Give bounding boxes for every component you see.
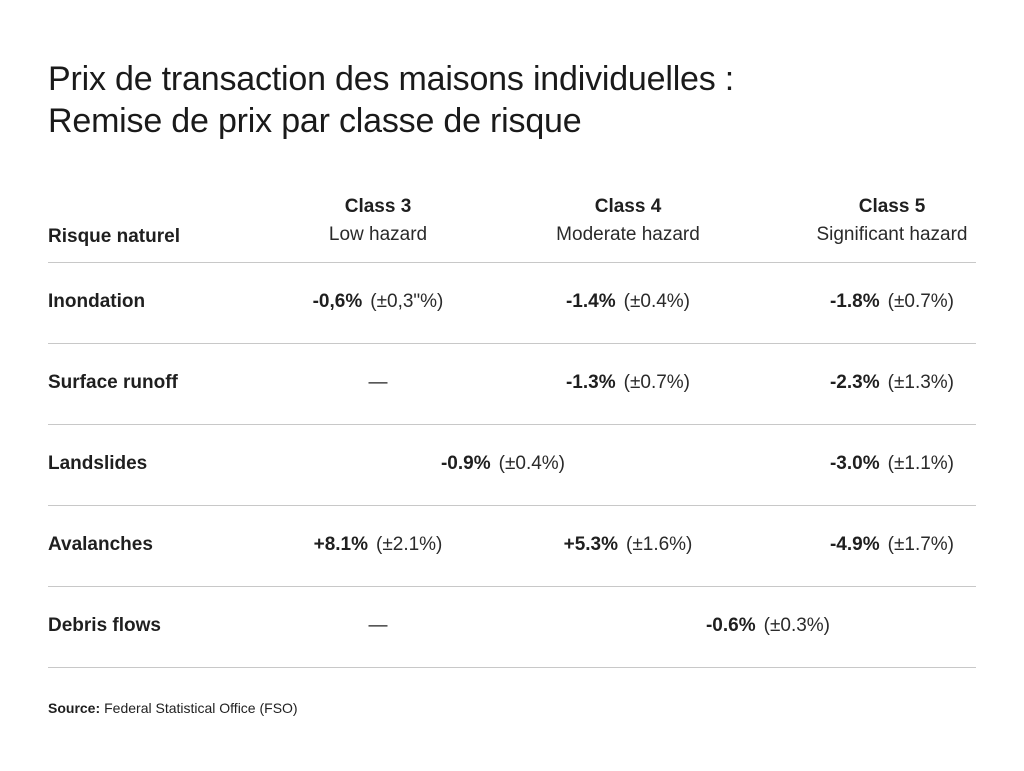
cell-debris-flows-class-3: — xyxy=(248,615,508,637)
cell-inondation-class-4: -1.4% (±0.4%) xyxy=(498,291,758,313)
table-row: Inondation -0,6% (±0,3"%) -1.4% (±0.4%) -1… xyxy=(48,263,976,344)
row-label-surface-runoff: Surface runoff xyxy=(48,372,178,393)
cell-value: +8.1% xyxy=(313,534,368,555)
cell-landslides-class-5: -3.0% (±1.1%) xyxy=(762,453,1022,475)
cell-value: -0,6% xyxy=(312,291,363,312)
cell-error: (±1.1%) xyxy=(887,453,955,474)
cell-value: +5.3% xyxy=(563,534,618,555)
cell-error: (±0.4%) xyxy=(623,291,691,312)
cell-inondation-class-5: -1.8% (±0.7%) xyxy=(762,291,1022,313)
cell-avalanches-class-4: +5.3% (±1.6%) xyxy=(498,534,758,556)
empty-dash: — xyxy=(368,372,388,393)
cell-value: -2.3% xyxy=(829,372,880,393)
class-4-hazard: Moderate hazard xyxy=(556,224,700,245)
cell-value: -3.0% xyxy=(829,453,880,474)
cell-error: (±0.7%) xyxy=(887,291,955,312)
table-row: Debris flows — -0.6% (±0.3%) xyxy=(48,587,976,668)
class-3-hazard: Low hazard xyxy=(328,224,428,245)
source-note: Source: Federal Statistical Office (FSO) xyxy=(48,700,298,716)
class-3-name: Class 3 xyxy=(344,196,412,217)
cell-surface-runoff-class-4: -1.3% (±0.7%) xyxy=(498,372,758,394)
row-label-avalanches: Avalanches xyxy=(48,534,153,555)
header-class-5: Class 5 Significant hazard xyxy=(772,196,1012,252)
cell-landslides-class-3-4: -0.9% (±0.4%) xyxy=(373,453,633,475)
row-label-inondation: Inondation xyxy=(48,291,146,312)
row-label-debris-flows: Debris flows xyxy=(48,615,161,636)
cell-inondation-class-3: -0,6% (±0,3"%) xyxy=(248,291,508,313)
class-4-name: Class 4 xyxy=(594,196,662,217)
cell-value: -4.9% xyxy=(829,534,880,555)
class-5-hazard: Significant hazard xyxy=(816,224,968,245)
cell-surface-runoff-class-5: -2.3% (±1.3%) xyxy=(762,372,1022,394)
cell-error: (±2.1%) xyxy=(376,534,443,555)
cell-surface-runoff-class-3: — xyxy=(248,372,508,394)
risk-table: Risque naturel Class 3 Low hazard Class … xyxy=(48,190,976,668)
title-line-1: Prix de transaction des maisons individu… xyxy=(48,60,735,98)
page-title: Prix de transaction des maisons individu… xyxy=(48,58,734,142)
class-5-name: Class 5 xyxy=(858,196,926,217)
cell-debris-flows-class-4-5: -0.6% (±0.3%) xyxy=(638,615,898,637)
cell-error: (±1.7%) xyxy=(887,534,955,555)
table-row: Avalanches +8.1% (±2.1%) +5.3% (±1.6%) -4.… xyxy=(48,506,976,587)
cell-value: -0.9% xyxy=(440,453,491,474)
cell-avalanches-class-5: -4.9% (±1.7%) xyxy=(762,534,1022,556)
cell-error: (±1.3%) xyxy=(887,372,955,393)
row-label-landslides: Landslides xyxy=(48,453,148,474)
cell-value: -0.6% xyxy=(705,615,756,636)
header-risk-label: Risque naturel xyxy=(48,226,180,247)
cell-error: (±0,3"%) xyxy=(370,291,444,312)
cell-error: (±1.6%) xyxy=(626,534,693,555)
cell-error: (±0.3%) xyxy=(763,615,831,636)
cell-error: (±0.7%) xyxy=(623,372,691,393)
cell-value: -1.3% xyxy=(565,372,616,393)
source-text: Federal Statistical Office (FSO) xyxy=(104,700,298,716)
cell-value: -1.8% xyxy=(829,291,880,312)
cell-value: -1.4% xyxy=(565,291,616,312)
source-label: Source: xyxy=(48,700,101,716)
header-class-4: Class 4 Moderate hazard xyxy=(508,196,748,252)
cell-avalanches-class-3: +8.1% (±2.1%) xyxy=(248,534,508,556)
empty-dash: — xyxy=(368,615,388,636)
title-line-2: Remise de prix par classe de risque xyxy=(48,102,582,140)
table-header: Risque naturel Class 3 Low hazard Class … xyxy=(48,190,976,263)
header-class-3: Class 3 Low hazard xyxy=(258,196,498,252)
table-row: Landslides -0.9% (±0.4%) -3.0% (±1.1%) xyxy=(48,425,976,506)
table-row: Surface runoff — -1.3% (±0.7%) -2.3% (±1.3… xyxy=(48,344,976,425)
cell-error: (±0.4%) xyxy=(498,453,566,474)
